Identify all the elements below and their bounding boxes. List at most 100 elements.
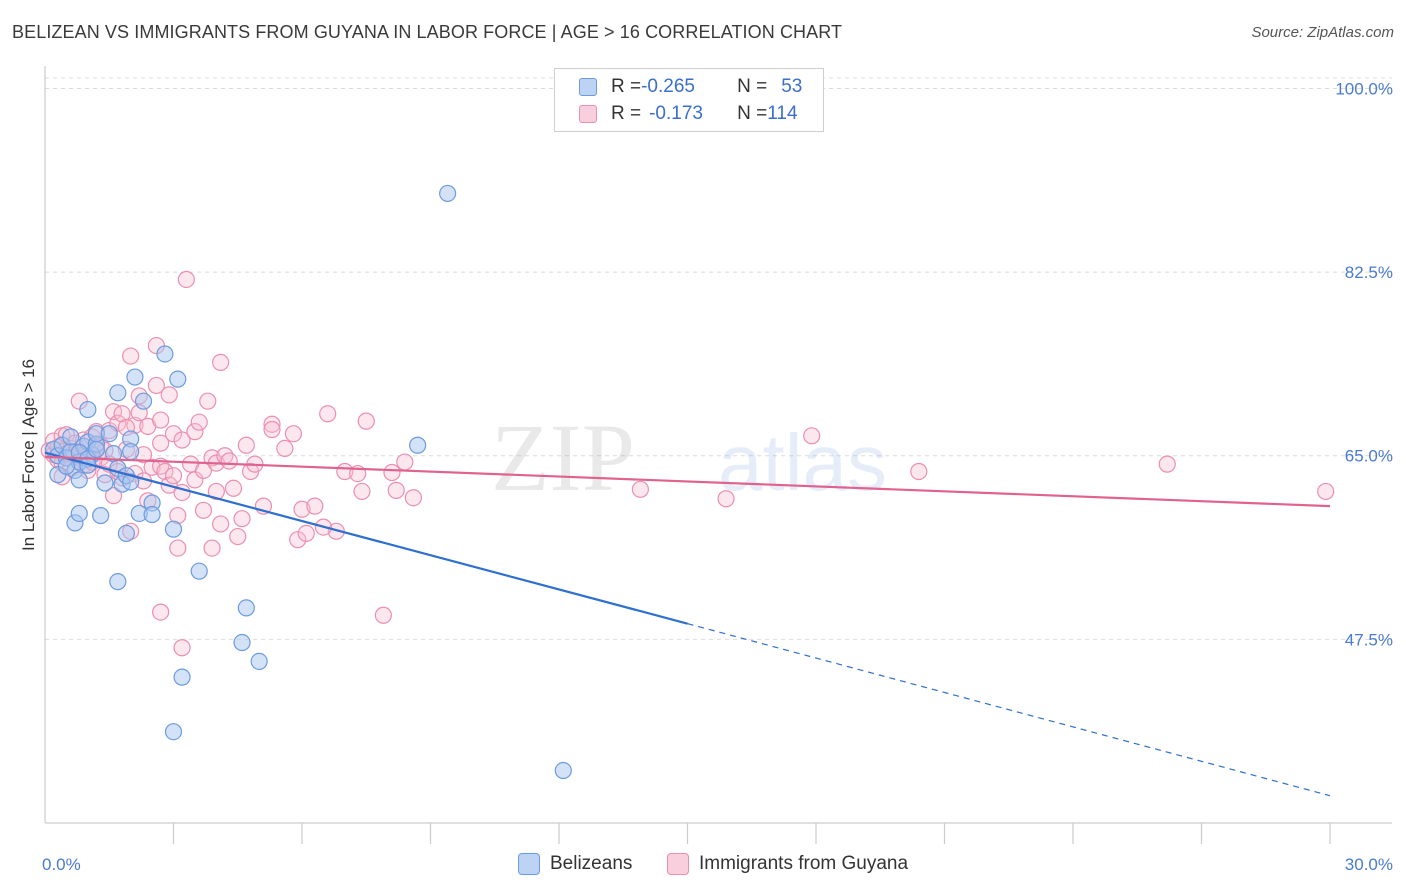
guyana-point [186,423,204,441]
belizean-point [117,524,135,542]
guyana-point [152,411,170,429]
belizean-point [250,652,268,671]
guyana-point [803,427,821,445]
chart-source: Source: ZipAtlas.com [1251,24,1394,41]
guyana-point [910,462,928,481]
guyana-point [306,497,324,515]
legend-r-label: R = [611,103,642,124]
guyana-point [276,439,294,458]
bottom-legend-guyana: Immigrants from Guyana [667,852,908,876]
guyana-point [220,452,238,470]
belizean-point [173,668,191,686]
belizean-point [109,573,127,591]
legend-row-guyana: R = -0.173 N = 114 [579,101,798,127]
guyana-point [122,347,140,365]
guyana-point [717,490,735,508]
belizean-point [554,761,572,780]
bottom-legend-swatch-pink [667,853,689,875]
guyana-point [173,639,191,657]
guyana-point [160,386,178,404]
guyana-point [374,606,392,624]
guyana-point [203,539,221,557]
guyana-point [194,501,213,519]
grid-layer [45,77,1392,640]
legend-r-value: -0.265 [641,76,695,97]
belizeans-trend-extension [687,623,1331,797]
belizean-point [70,504,88,523]
legend-r-value: -0.173 [649,103,703,124]
guyana-point [169,539,187,557]
guyana-point [1317,482,1335,501]
belizean-point [156,345,174,363]
guyana-point [284,425,303,443]
guyana-point [353,482,371,501]
correlation-legend: R = -0.265 N = 53 R = -0.173 N = 114 [554,68,824,132]
guyana-point [263,420,281,439]
legend-n-value: 114 [767,103,798,124]
y-axis-title: In Labor Force | Age > 16 [19,359,38,551]
belizean-point [409,436,427,454]
watermark: ZIP atlas [491,404,887,511]
belizean-point [96,474,114,492]
guyana-point [357,412,375,430]
guyana-point [319,405,337,423]
belizean-point [439,184,457,203]
guyana-point [263,415,281,433]
guyana-point [173,431,191,449]
legend-swatch-blue [579,78,597,96]
belizean-point [109,384,127,402]
guyana-point [143,458,161,476]
belizean-point [143,505,161,524]
watermark-zip: ZIP [491,404,635,511]
belizean-point [237,599,255,617]
legend-r-label: R = [611,76,642,97]
guyana-point [207,482,225,501]
guyana-point [113,405,131,423]
belizean-point [134,392,153,410]
guyana-point [404,489,422,507]
legend-n-label: N = [737,76,768,97]
x-tick-label: 30.0% [1345,855,1393,874]
guyana-point [164,467,183,485]
y-tick-label: 100.0% [1335,79,1393,98]
guyana-point [190,413,208,431]
guyana-point [164,425,183,443]
guyana-point [387,481,405,499]
guyana-point [631,480,649,498]
belizean-point [164,520,183,538]
belizean-point [100,425,118,443]
guyana-point [396,453,414,471]
guyana-point [212,353,230,371]
bottom-legend-swatch-blue [518,853,540,875]
belizean-point [70,471,88,489]
belizean-point [79,400,97,419]
guyana-point [229,527,247,546]
guyana-point [293,500,311,518]
belizean-point [122,473,140,491]
legend-row-belizeans: R = -0.265 N = 53 [579,74,802,100]
guyana-point [289,531,307,549]
belizean-point [190,562,208,580]
legend-n-label: N = [737,103,768,124]
guyana-point [297,524,315,542]
belizean-point [164,723,183,741]
belizean-point [122,442,140,461]
belizean-point [233,633,251,652]
watermark-atlas: atlas [718,418,887,507]
guyana-point [199,392,217,410]
guyana-point [104,487,123,505]
belizeans-trend-line [44,451,688,625]
belizean-point [87,440,106,459]
axes-layer [44,66,1392,844]
chart-title: BELIZEAN VS IMMIGRANTS FROM GUYANA IN LA… [12,22,843,42]
y-tick-label: 65.0% [1345,447,1393,466]
bottom-legend-label: Immigrants from Guyana [699,853,909,874]
belizean-point [169,370,187,388]
guyana-point [237,436,255,454]
guyana-point [177,270,195,289]
y-tick-label: 82.5% [1345,263,1393,282]
guyana-point [152,603,170,621]
y-tick-label: 47.5% [1345,630,1393,649]
belizean-point [92,506,110,525]
